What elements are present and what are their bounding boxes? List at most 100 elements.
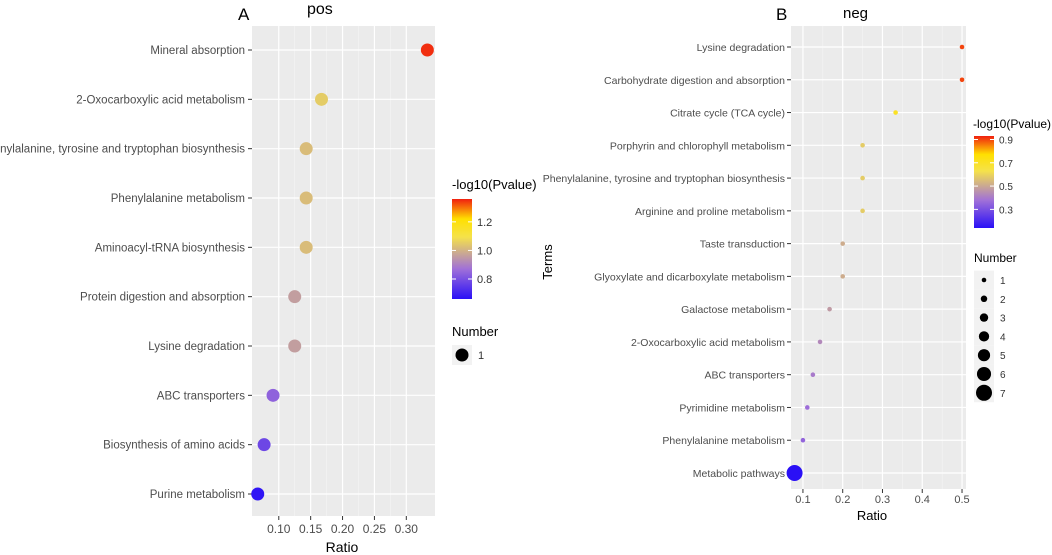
data-point: [959, 44, 965, 50]
size-key-label: 5: [1000, 351, 1006, 362]
panel-label-b: B: [776, 5, 787, 24]
x-tick-label: 0.4: [915, 494, 930, 506]
data-point: [817, 339, 823, 345]
x-tick-label: 0.20: [331, 522, 355, 536]
data-point: [827, 306, 832, 312]
y-tick-label: Carbohydrate digestion and absorption: [604, 75, 785, 87]
x-ticks-b: 0.1 0.2 0.3 0.4 0.5: [795, 489, 970, 506]
data-point: [299, 142, 313, 156]
y-tick-label: Phenylalanine, tyrosine and tryptophan b…: [0, 144, 245, 156]
color-legend-b: -log10(Pvalue) 0.3 0.5 0.7 0.9: [973, 117, 1051, 228]
data-point: [860, 175, 865, 181]
data-point: [810, 372, 816, 377]
data-point: [420, 43, 434, 57]
colorbar-a: [452, 199, 472, 299]
x-tick-label: 0.2: [835, 494, 850, 506]
data-point: [860, 143, 865, 148]
plot-area-a: [252, 26, 435, 516]
data-point: [893, 110, 898, 115]
panel-b: B neg Lysine degradation Carbohydrate dig…: [540, 5, 1051, 523]
y-tick-label: Galactose metabolism: [681, 304, 785, 316]
y-tick-label: Lysine degradation: [697, 42, 786, 54]
size-legend-title-a: Number: [452, 324, 499, 339]
colorbar-ticks-b: 0.3 0.5 0.7 0.9: [974, 135, 1013, 216]
size-key-dot: [981, 277, 987, 283]
y-tick-label: Metabolic pathways: [693, 468, 785, 480]
size-key-dot: [976, 384, 992, 401]
panel-label-a: A: [238, 5, 250, 24]
data-point: [257, 438, 271, 452]
data-point: [959, 77, 965, 83]
colorbar-tick-label: 0.8: [477, 274, 492, 286]
y-tick-label: Aminoacyl-tRNA biosynthesis: [95, 242, 245, 254]
colorbar-tick-label: 0.7: [999, 159, 1013, 170]
size-key-dot: [980, 295, 988, 303]
x-tick-label: 0.25: [363, 522, 387, 536]
x-axis-label-a: Ratio: [326, 539, 359, 555]
colorbar-tick-label: 0.9: [999, 135, 1013, 146]
colorbar-tick-label: 0.3: [999, 205, 1013, 216]
y-tick-label: Phenylalanine metabolism: [111, 193, 245, 205]
size-legend-a: Number 1: [452, 324, 499, 365]
size-legend-keys-b: 1 2 3 4 5 6 7: [974, 270, 1006, 403]
data-point: [800, 437, 806, 443]
data-point: [288, 339, 302, 353]
colorbar-tick-label: 1.0: [477, 245, 492, 257]
panel-title-b: neg: [843, 5, 868, 22]
size-key-label: 4: [1000, 332, 1006, 343]
data-point: [840, 274, 846, 279]
size-key-label: 3: [1000, 314, 1006, 325]
color-legend-title-a: -log10(Pvalue): [452, 177, 537, 192]
gridlines-a: [252, 26, 435, 516]
y-tick-label: 2-Oxocarboxylic acid metabolism: [76, 94, 245, 106]
data-point: [299, 240, 313, 254]
size-legend-keys-a: 1: [452, 345, 484, 365]
plot-area-b: [791, 26, 966, 489]
colorbar-b: [974, 136, 994, 228]
y-tick-label: Biosynthesis of amino acids: [103, 440, 245, 452]
y-tick-label: Lysine degradation: [148, 341, 245, 353]
x-tick-label: 0.10: [267, 522, 291, 536]
y-tick-label: Protein digestion and absorption: [80, 292, 245, 304]
color-legend-a: -log10(Pvalue) 0.8 1.0 1.2: [452, 177, 537, 299]
y-tick-label: Mineral absorption: [150, 45, 245, 57]
y-tick-label: Arginine and proline metabolism: [635, 206, 785, 218]
data-point: [805, 405, 810, 410]
size-key-label: 1: [478, 350, 484, 362]
size-key-dot: [978, 331, 990, 342]
data-point: [266, 388, 280, 402]
data-point: [315, 92, 329, 106]
data-points-b: [786, 44, 965, 481]
data-point: [860, 208, 865, 214]
y-axis-label-b: Terms: [540, 244, 555, 280]
x-tick-label: 0.15: [299, 522, 323, 536]
x-tick-label: 0.3: [875, 494, 890, 506]
size-legend-b: Number 1 2 3 4 5 6 7: [974, 251, 1017, 403]
x-ticks-a: 0.10 0.15 0.20 0.25 0.30: [267, 516, 418, 536]
data-point: [786, 465, 803, 481]
y-tick-label: Phenylalanine, tyrosine and tryptophan b…: [543, 173, 785, 185]
y-tick-label: 2-Oxocarboxylic acid metabolism: [631, 337, 785, 349]
color-legend-title-b: -log10(Pvalue): [973, 117, 1051, 131]
size-key-dot: [977, 349, 991, 362]
size-key-dot: [455, 348, 469, 362]
y-tick-label: ABC transporters: [157, 390, 245, 402]
x-tick-label: 0.30: [395, 522, 419, 536]
size-key-label: 2: [1000, 295, 1006, 306]
size-key-dot: [976, 366, 992, 382]
y-tick-label: Taste transduction: [700, 239, 785, 251]
data-point: [299, 191, 313, 205]
y-tick-label: Citrate cycle (TCA cycle): [670, 108, 785, 120]
y-tick-labels-a: Mineral absorption 2-Oxocarboxylic acid m…: [0, 45, 252, 501]
y-tick-label: Phenylalanine metabolism: [662, 435, 785, 447]
colorbar-ticks-a: 0.8 1.0 1.2: [452, 217, 492, 286]
x-tick-label: 0.5: [954, 494, 969, 506]
colorbar-tick-label: 1.2: [477, 217, 492, 229]
y-tick-label: Glyoxylate and dicarboxylate metabolism: [594, 271, 785, 283]
size-key-dot: [979, 313, 989, 322]
data-point: [251, 487, 265, 501]
y-tick-label: Purine metabolism: [150, 489, 245, 501]
data-point: [288, 290, 302, 304]
size-key-label: 6: [1000, 370, 1006, 381]
